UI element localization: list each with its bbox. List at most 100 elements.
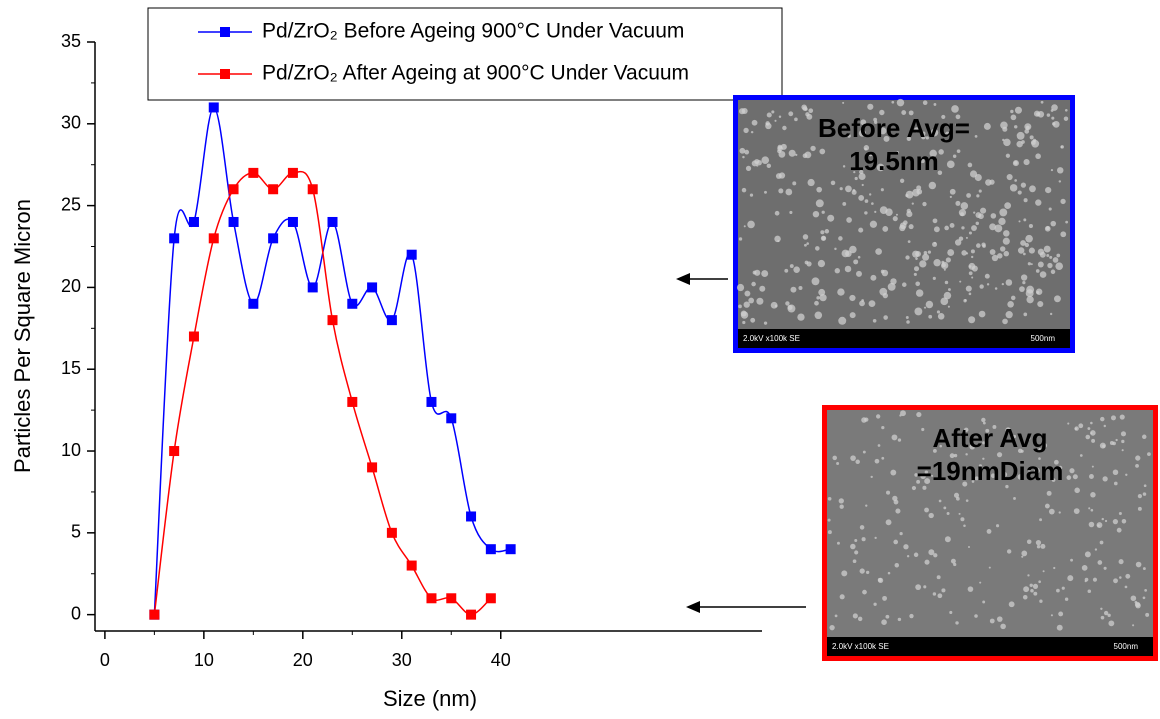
particle	[1032, 583, 1039, 589]
particle	[931, 474, 934, 477]
particle	[982, 600, 986, 604]
particle	[1035, 540, 1042, 546]
particle	[1090, 430, 1096, 436]
particle	[932, 276, 936, 280]
particle	[867, 103, 874, 110]
particle	[968, 271, 973, 276]
particle	[874, 458, 880, 464]
particle	[861, 417, 867, 423]
particle	[944, 225, 949, 231]
particle	[1033, 591, 1038, 596]
particle	[1052, 257, 1059, 263]
particle	[853, 259, 859, 265]
particle	[1005, 311, 1013, 319]
particle	[808, 108, 814, 114]
particle	[1142, 596, 1146, 600]
particle	[841, 249, 850, 258]
particle	[971, 480, 975, 483]
particle	[980, 207, 987, 214]
particle	[953, 492, 960, 498]
particle	[976, 194, 980, 198]
particle	[998, 217, 1006, 226]
particle	[1025, 125, 1030, 130]
particle	[906, 136, 912, 141]
particle	[854, 538, 858, 542]
particle	[1029, 185, 1036, 193]
particle	[871, 202, 874, 205]
particle	[750, 317, 756, 323]
particle	[1090, 432, 1093, 435]
particle	[1022, 280, 1026, 285]
particle	[989, 618, 995, 624]
particle	[967, 545, 971, 549]
particle	[1051, 104, 1058, 111]
particle	[1006, 549, 1012, 554]
particle	[798, 286, 803, 291]
particle	[1045, 186, 1052, 194]
particle	[881, 456, 885, 460]
particle	[1053, 566, 1056, 570]
particle	[1056, 588, 1060, 593]
particle	[955, 123, 959, 127]
data-point	[406, 560, 417, 571]
particle	[827, 530, 832, 535]
particle	[1000, 623, 1006, 630]
inset-caption: Before Avg=	[818, 113, 970, 143]
particle	[999, 208, 1008, 217]
particle	[944, 280, 949, 285]
x-tick-label: 40	[491, 650, 511, 670]
particle	[754, 159, 760, 165]
particle	[1099, 540, 1104, 545]
particle	[938, 499, 942, 503]
particle	[903, 544, 909, 550]
particle	[914, 473, 918, 477]
particle	[810, 145, 816, 152]
particle	[937, 170, 943, 176]
particle	[967, 586, 974, 592]
particle	[1143, 484, 1147, 488]
particle	[842, 101, 845, 104]
particle	[742, 155, 745, 159]
particle	[1145, 612, 1150, 617]
data-point	[386, 527, 397, 538]
particle	[974, 614, 978, 618]
particle	[850, 543, 856, 550]
particle	[974, 134, 978, 138]
particle	[1135, 455, 1141, 461]
particle	[1085, 434, 1091, 440]
particle	[1121, 439, 1125, 444]
particle	[752, 270, 757, 275]
particle	[989, 249, 996, 255]
particle	[788, 149, 796, 157]
particle	[978, 464, 983, 468]
particle	[913, 127, 920, 133]
particle	[983, 122, 991, 130]
particle	[932, 592, 937, 596]
particle	[921, 134, 926, 140]
particle	[750, 130, 754, 134]
particle	[923, 251, 928, 255]
particle	[1100, 416, 1105, 422]
particle	[905, 255, 910, 260]
particle	[924, 507, 929, 513]
particle	[937, 312, 945, 320]
particle	[1125, 573, 1131, 579]
particle	[1020, 274, 1028, 281]
particle	[992, 425, 997, 429]
particle	[876, 163, 885, 172]
particle	[836, 462, 840, 466]
particle	[842, 165, 846, 168]
particle	[1014, 125, 1018, 129]
particle	[748, 297, 755, 304]
particle	[924, 559, 930, 565]
particle	[1118, 512, 1122, 516]
particle	[928, 314, 933, 319]
particle	[1069, 468, 1075, 474]
particle	[827, 496, 832, 501]
particle	[1057, 167, 1064, 174]
particle	[1134, 601, 1141, 608]
particle	[1038, 457, 1041, 460]
particle	[874, 210, 877, 213]
particle	[1042, 570, 1045, 573]
